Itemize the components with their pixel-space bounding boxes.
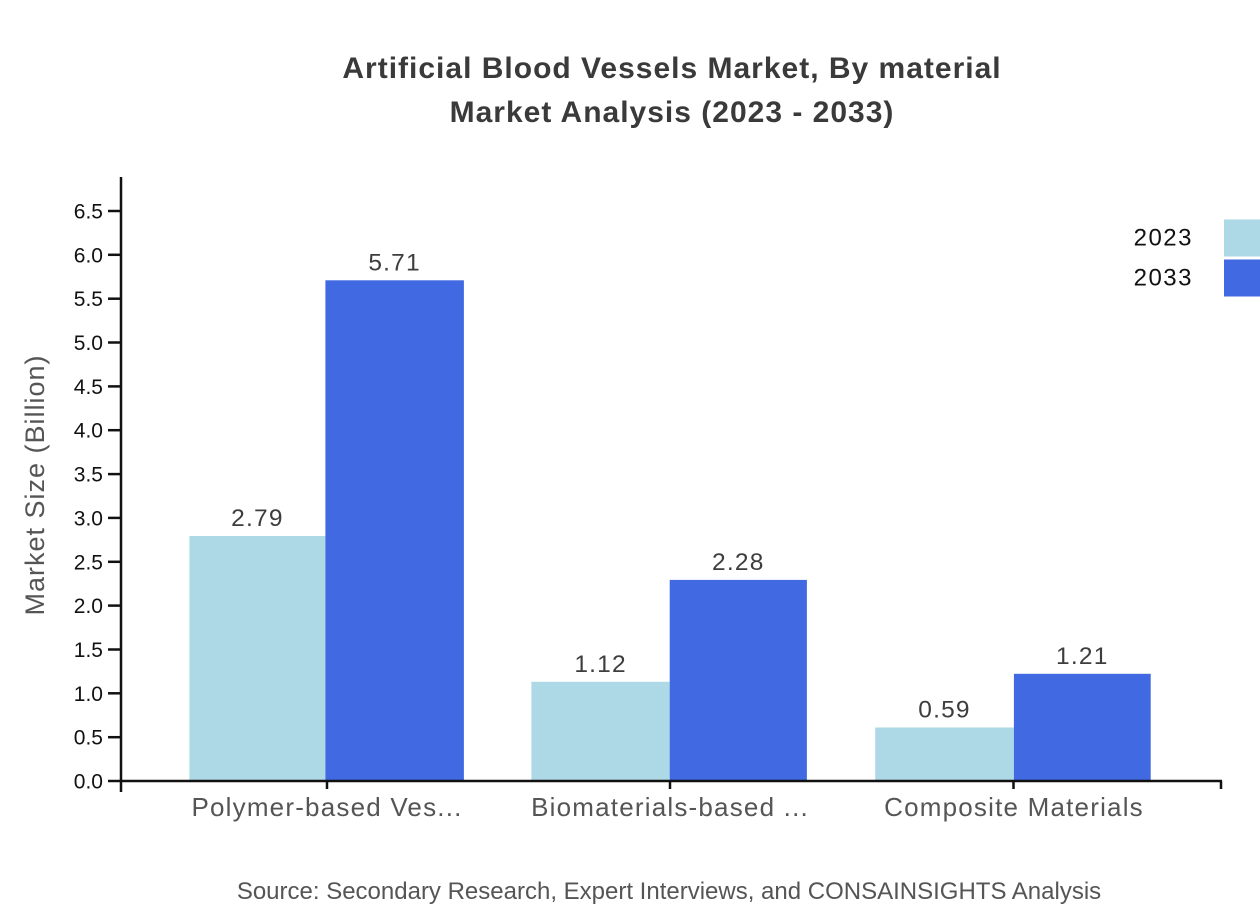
svg-text:1.0: 1.0 xyxy=(74,683,103,706)
svg-text:0.59: 0.59 xyxy=(918,697,970,724)
svg-text:6.5: 6.5 xyxy=(74,201,103,224)
svg-text:1.12: 1.12 xyxy=(574,651,626,678)
svg-text:0.0: 0.0 xyxy=(74,771,103,794)
svg-text:1.21: 1.21 xyxy=(1056,643,1108,670)
svg-text:2.28: 2.28 xyxy=(712,549,764,576)
svg-text:Market Size (Billion): Market Size (Billion) xyxy=(20,354,50,615)
svg-text:1.5: 1.5 xyxy=(74,639,103,662)
svg-text:2.79: 2.79 xyxy=(231,505,283,532)
svg-text:6.0: 6.0 xyxy=(74,244,103,267)
svg-text:Source: Secondary Research, Ex: Source: Secondary Research, Expert Inter… xyxy=(237,878,1101,905)
svg-text:2.5: 2.5 xyxy=(74,551,103,574)
svg-text:2033: 2033 xyxy=(1134,265,1193,292)
svg-text:4.5: 4.5 xyxy=(74,376,103,399)
svg-text:5.0: 5.0 xyxy=(74,332,103,355)
svg-text:Composite Materials: Composite Materials xyxy=(884,792,1144,822)
svg-text:2023: 2023 xyxy=(1134,225,1193,252)
svg-text:5.5: 5.5 xyxy=(74,288,103,311)
svg-text:2.0: 2.0 xyxy=(74,595,103,618)
svg-text:0.5: 0.5 xyxy=(74,727,103,750)
svg-text:Artificial Blood Vessels Marke: Artificial Blood Vessels Market, By mate… xyxy=(342,52,1001,85)
svg-text:3.5: 3.5 xyxy=(74,464,103,487)
svg-text:Polymer-based Ves...: Polymer-based Ves... xyxy=(191,792,462,822)
svg-text:5.71: 5.71 xyxy=(368,249,420,276)
svg-text:4.0: 4.0 xyxy=(74,420,103,443)
svg-text:3.0: 3.0 xyxy=(74,507,103,530)
svg-text:Market Analysis (2023 - 2033): Market Analysis (2023 - 2033) xyxy=(450,96,895,129)
svg-text:Biomaterials-based ...: Biomaterials-based ... xyxy=(531,792,809,822)
